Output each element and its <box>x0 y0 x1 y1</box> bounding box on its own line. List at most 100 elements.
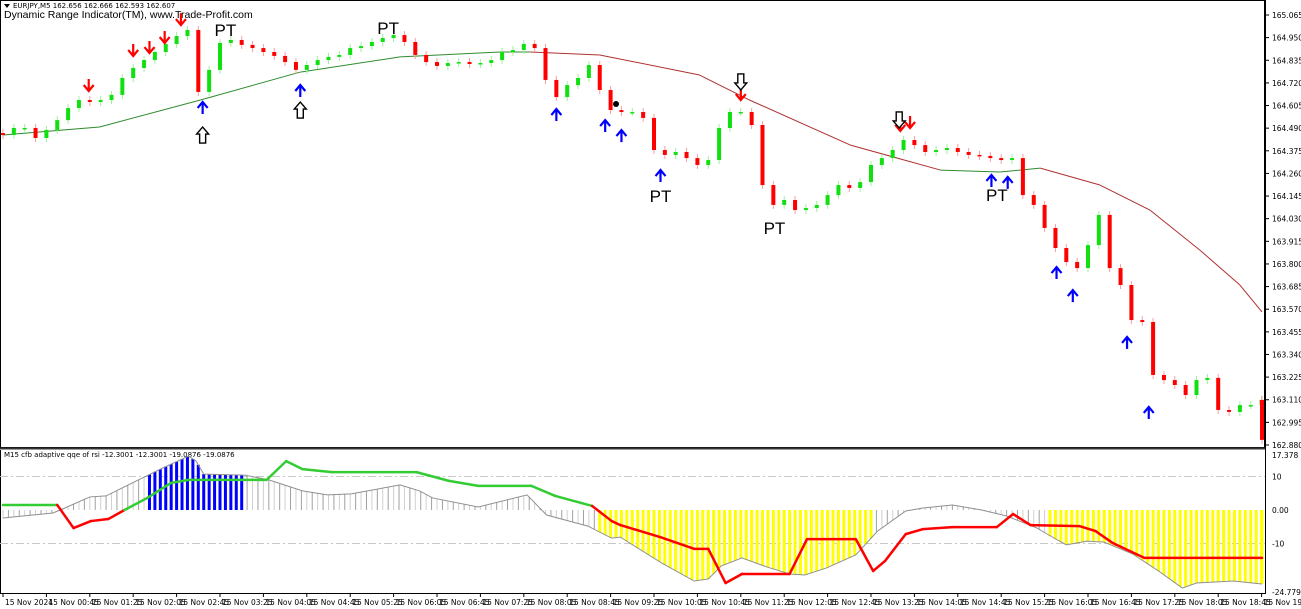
candle-body <box>359 46 364 49</box>
red-down-arrow-icon <box>158 30 171 45</box>
price-axis-label: 163.570 <box>1272 305 1301 314</box>
moving-average-segment <box>1040 167 1101 186</box>
qqe-signal-segment <box>1111 541 1146 560</box>
candle-body <box>228 39 233 43</box>
candle-body <box>879 158 884 165</box>
blue-up-arrow-icon <box>985 173 998 187</box>
indicator-axis-label: 0.00 <box>1272 506 1289 515</box>
qqe-signal-segment <box>123 496 149 512</box>
candle-body <box>510 50 515 52</box>
candle-body <box>532 43 537 49</box>
candle <box>576 73 581 90</box>
candle <box>152 47 157 65</box>
qqe-signal-segment <box>995 512 1015 529</box>
candle-body <box>109 94 114 101</box>
candle <box>1227 405 1232 416</box>
qqe-signal-segment <box>610 519 622 527</box>
candle-body <box>630 112 635 114</box>
candle-body <box>1151 322 1156 375</box>
time-axis-label: 15 Nov 14:05 <box>916 598 967 607</box>
candle <box>1107 210 1112 273</box>
candle <box>782 195 787 209</box>
candle-body <box>543 48 548 80</box>
candle-body <box>825 195 830 205</box>
candle <box>879 154 884 169</box>
indicator-title: Dynamic Range Indicator(TM), www.Trade-P… <box>4 9 253 21</box>
candle-body <box>196 29 201 92</box>
red-down-arrow-icon <box>82 79 95 93</box>
candle <box>1 129 5 140</box>
qqe-signal-segment <box>871 559 887 573</box>
candle <box>489 56 494 68</box>
candle <box>261 44 266 56</box>
candle-body <box>814 204 819 209</box>
candle-body <box>727 112 732 128</box>
qqe-signal-segment <box>89 517 110 523</box>
qqe-signal-segment <box>301 467 334 474</box>
price-axis-label: 163.110 <box>1272 396 1301 405</box>
candle-body <box>76 100 81 109</box>
candle <box>348 44 353 59</box>
time-axis-label: 15 Nov 07:25 <box>482 598 533 607</box>
candle-body <box>977 154 982 157</box>
candle-body <box>619 110 624 113</box>
candle <box>1194 376 1199 400</box>
candle <box>543 44 548 84</box>
candle <box>1086 241 1090 273</box>
candle-body <box>315 60 320 65</box>
moving-average-segment <box>200 71 301 101</box>
candle-body <box>1053 227 1058 249</box>
candle <box>901 135 906 155</box>
moving-average-segment <box>400 51 500 58</box>
candle-body <box>1010 158 1015 161</box>
candle-body <box>652 117 656 151</box>
candle <box>793 195 798 215</box>
candle-body <box>565 85 570 98</box>
candle-body <box>912 139 917 146</box>
candle <box>1042 200 1047 232</box>
candle-body <box>33 127 38 138</box>
time-axis-label: 15 Nov 02:05 <box>135 598 186 607</box>
symbol-header: EURJPY,M5 162.656 162.666 162.593 162.60… <box>4 2 175 10</box>
indicator-axis-label: 10 <box>1272 473 1282 482</box>
candle-body <box>1260 399 1264 440</box>
candle <box>87 96 92 106</box>
candle <box>836 181 841 200</box>
price-axis-label: 162.995 <box>1272 418 1301 427</box>
candle-body <box>500 51 505 61</box>
time-axis-label: 15 Nov 08:45 <box>569 598 620 607</box>
candle <box>44 125 49 142</box>
qqe-signal-segment <box>1078 524 1097 533</box>
red-down-arrow-icon <box>175 13 187 27</box>
time-axis-label: 15 Nov 09:25 <box>613 598 664 607</box>
candle <box>988 151 993 163</box>
candle <box>814 200 819 213</box>
time-axis-label: 15 Nov 06:05 <box>396 598 447 607</box>
candle <box>500 47 505 65</box>
candle-body <box>174 36 179 44</box>
price-axis-label: 163.225 <box>1272 373 1301 382</box>
candle-body <box>152 51 157 61</box>
candle <box>803 204 808 215</box>
blue-up-arrow-icon <box>615 128 628 143</box>
indicator-axis-label: 17.378 <box>1272 451 1298 460</box>
red-down-arrow-icon <box>127 43 140 58</box>
candle <box>207 65 212 96</box>
candle <box>1075 257 1080 273</box>
qqe-signal-segment <box>921 525 954 531</box>
candle-body <box>1096 214 1101 246</box>
qqe-signal-segment <box>788 537 809 576</box>
candle-body <box>424 54 429 63</box>
time-axis-label: 15 Nov 17:25 <box>1133 598 1184 607</box>
price-axis-label: 164.835 <box>1272 56 1301 65</box>
candle-body <box>218 42 222 70</box>
candle <box>944 144 949 155</box>
candle <box>912 135 917 150</box>
blue-up-arrow-icon <box>294 83 307 98</box>
collapse-triangle-icon[interactable] <box>4 4 10 8</box>
candle <box>662 146 667 159</box>
candle <box>597 60 602 94</box>
candle-body <box>98 100 103 102</box>
candle <box>1183 380 1188 400</box>
